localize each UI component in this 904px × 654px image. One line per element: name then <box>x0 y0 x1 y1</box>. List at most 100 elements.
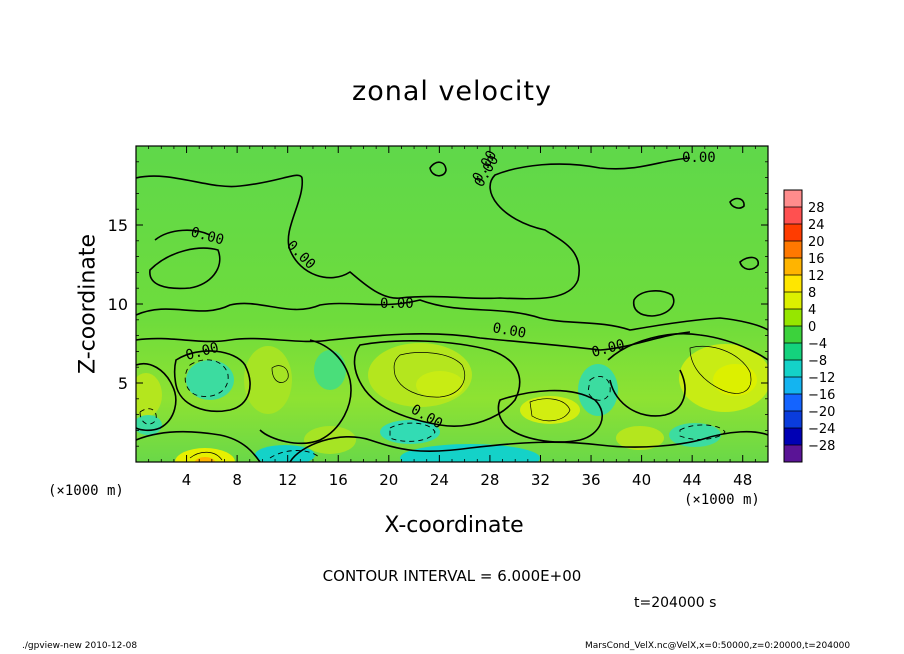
x-tick-label: 8 <box>232 471 242 489</box>
contour-zero <box>259 339 352 444</box>
contour-negative <box>269 450 321 459</box>
positive-region <box>136 373 162 417</box>
x-tick-label: 12 <box>278 471 297 489</box>
colorbar-tick-label: −20 <box>808 405 835 420</box>
colorbar-swatch <box>784 377 802 395</box>
colorbar-tick-label: −4 <box>808 337 827 352</box>
contour-zero <box>632 290 675 317</box>
positive-region <box>304 426 356 454</box>
colorbar-swatch <box>784 360 802 378</box>
contour-zero <box>136 430 261 462</box>
x-tick-label: 32 <box>531 471 550 489</box>
colorbar-tick-label: 16 <box>808 252 825 267</box>
contour-interval-text: CONTOUR INTERVAL = 6.000E+00 <box>322 567 582 585</box>
x-tick-label: 24 <box>430 471 449 489</box>
y-tick-label: 10 <box>108 295 128 314</box>
contour-zero <box>429 161 447 177</box>
negative-region <box>669 423 721 447</box>
contour-zero <box>739 256 759 271</box>
contour-zero <box>136 157 691 300</box>
contour-zero <box>353 340 521 427</box>
x-tick-label: 4 <box>182 471 192 489</box>
colorbar-tick-label: 20 <box>808 235 825 250</box>
x-tick-label: 16 <box>329 471 348 489</box>
contour-lines <box>136 157 768 462</box>
colorbar-swatch <box>784 445 802 463</box>
contour-positive <box>689 345 752 394</box>
x-unit-label-right: (×1000 m) <box>684 492 760 508</box>
positive-region <box>244 346 292 414</box>
colorbar-swatch <box>784 411 802 429</box>
contour-zero <box>136 331 691 351</box>
contour-label: 0.00 <box>380 296 414 312</box>
contour-zero <box>607 332 768 361</box>
negative-region <box>136 415 162 435</box>
colorbar-swatch <box>784 292 802 310</box>
positive-peak <box>195 457 215 462</box>
footer-right-text: MarsCond_VelX.nc@VelX,x=0:50000,z=0:2000… <box>585 641 851 651</box>
contour-zero <box>609 369 686 417</box>
colorbar-swatch <box>784 190 802 208</box>
colorbar-swatch <box>784 258 802 276</box>
colorbar-tick-label: −16 <box>808 388 835 403</box>
contour-dashed <box>139 359 726 459</box>
colorbar-swatch <box>784 241 802 259</box>
contour-zero <box>729 197 745 209</box>
positive-core <box>416 371 464 399</box>
x-tick-label: 28 <box>480 471 499 489</box>
colorbar-swatch <box>784 343 802 361</box>
y-tick-label: 15 <box>108 216 128 235</box>
colorbar-tick-label: 8 <box>808 286 816 301</box>
x-tick-label: 36 <box>581 471 600 489</box>
x-tick-label: 20 <box>379 471 398 489</box>
y-axis-label: Z-coordinate <box>75 234 101 374</box>
colorbar-swatch <box>784 394 802 412</box>
contour-zero <box>173 350 251 412</box>
contour-label: 0.00 <box>491 320 527 342</box>
colorbar-swatch <box>784 275 802 293</box>
contour-zero <box>497 389 604 443</box>
colorbar-tick-label: 24 <box>808 218 825 233</box>
colorbar: 28 24 20 16 12 8 4 0 −4 −8 −12 −16 −20 −24 −28 <box>783 189 835 463</box>
contour-negative <box>587 376 611 401</box>
x-tick-label: 44 <box>683 471 702 489</box>
colorbar-tick-label: 28 <box>808 201 825 216</box>
x-unit-label-left: (×1000 m) <box>48 483 124 499</box>
colorbar-swatch <box>784 428 802 446</box>
colorbar-tick-label: −8 <box>808 354 827 369</box>
contour-zero <box>154 229 211 241</box>
positive-core <box>713 364 757 396</box>
negative-region <box>186 360 234 400</box>
x-tick-label: 48 <box>733 471 752 489</box>
colorbar-tick-label: −24 <box>808 422 835 437</box>
negative-region <box>578 364 618 416</box>
x-tick-label: 40 <box>632 471 651 489</box>
negative-region <box>380 420 440 444</box>
negative-region <box>314 350 346 390</box>
contour-positive <box>529 398 571 422</box>
negative-region <box>400 444 540 462</box>
positive-region <box>175 448 235 462</box>
contour-positive <box>393 352 466 398</box>
y-tick-label: 5 <box>118 374 128 393</box>
contour-negative <box>679 424 726 440</box>
colorbar-tick-label: 4 <box>808 303 816 318</box>
positive-region <box>520 396 580 424</box>
contour-negative <box>389 422 436 442</box>
colorbar-swatch <box>784 326 802 344</box>
contour-negative <box>184 359 229 397</box>
contour-zero <box>149 247 221 290</box>
contour-zero <box>136 363 177 432</box>
x-axis-label: X-coordinate <box>384 513 524 538</box>
contour-positive <box>189 345 752 461</box>
positive-region <box>616 426 664 450</box>
colorbar-tick-label: −28 <box>808 439 835 454</box>
colorbar-tick-label: 12 <box>808 269 825 284</box>
colorbar-swatch <box>784 207 802 225</box>
contour-positive <box>271 365 289 383</box>
contour-positive <box>189 451 223 461</box>
time-label: t=204000 s <box>634 595 717 611</box>
footer-left-text: ./gpview-new 2010-12-08 <box>22 641 138 651</box>
chart-title: zonal velocity <box>352 76 552 107</box>
